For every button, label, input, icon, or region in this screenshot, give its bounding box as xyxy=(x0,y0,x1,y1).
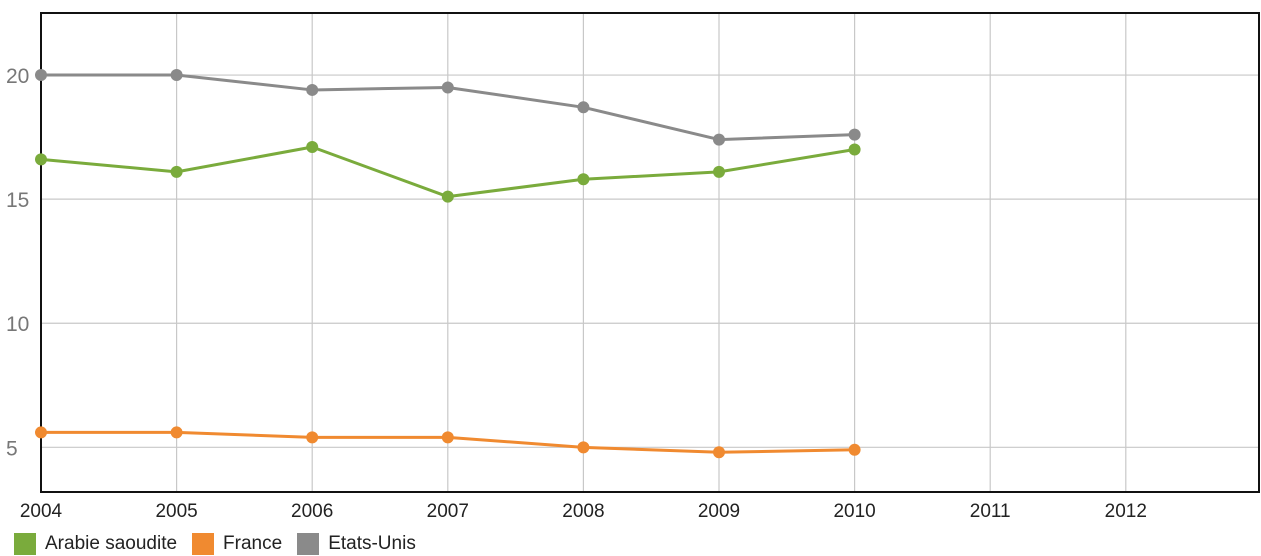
data-point xyxy=(848,143,861,156)
data-point xyxy=(441,81,454,94)
legend-item-etats-unis: Etats-Unis xyxy=(297,533,416,555)
data-point xyxy=(713,165,725,178)
data-point xyxy=(441,190,454,203)
line-chart: 5 10 15 20 2004 2005 2006 2007 2008 2009 2010 2011… xyxy=(6,12,1260,522)
data-point xyxy=(35,153,47,166)
legend-label: Arabie saoudite xyxy=(45,533,178,554)
data-point xyxy=(170,426,183,439)
y-tick-label: 5 xyxy=(6,437,18,460)
legend-item-arabie-saoudite: Arabie saoudite xyxy=(14,533,177,555)
x-tick-label: 2010 xyxy=(833,501,875,522)
grid-lines xyxy=(41,13,1259,492)
data-point xyxy=(713,133,725,146)
y-tick-label: 10 xyxy=(6,313,29,336)
data-point xyxy=(35,426,47,439)
x-tick-label: 2009 xyxy=(698,501,740,522)
data-point xyxy=(848,443,861,456)
data-point xyxy=(170,165,183,178)
x-tick-label: 2007 xyxy=(427,501,469,522)
x-tick-label: 2011 xyxy=(970,501,1011,522)
data-point xyxy=(577,101,590,114)
legend-swatch xyxy=(297,533,320,555)
legend-label: France xyxy=(223,533,283,554)
data-point xyxy=(441,431,454,444)
legend-label: Etats-Unis xyxy=(328,533,416,554)
data-point xyxy=(306,83,319,96)
legend: Arabie saoudite France Etats-Unis xyxy=(14,532,431,556)
plot-frame xyxy=(40,12,1260,493)
data-point xyxy=(170,69,183,82)
legend-swatch xyxy=(192,533,215,555)
x-tick-label: 2006 xyxy=(291,501,333,522)
data-point xyxy=(713,446,725,459)
series-group xyxy=(35,69,861,459)
data-point xyxy=(577,441,590,454)
y-axis-ticks: 5 10 15 20 xyxy=(6,65,29,460)
data-point xyxy=(848,128,861,141)
data-point xyxy=(577,173,590,186)
legend-item-france: France xyxy=(192,533,282,555)
data-point xyxy=(35,69,47,82)
data-point xyxy=(306,431,319,444)
data-point xyxy=(306,141,319,154)
y-tick-label: 15 xyxy=(6,189,29,212)
x-tick-label: 2012 xyxy=(1105,501,1147,522)
x-tick-label: 2005 xyxy=(155,501,197,522)
legend-swatch xyxy=(14,533,36,555)
x-axis-ticks: 2004 2005 2006 2007 2008 2009 2010 2011 2012 xyxy=(20,501,1147,522)
x-tick-label: 2004 xyxy=(20,501,63,522)
x-tick-label: 2008 xyxy=(562,501,604,522)
y-tick-label: 20 xyxy=(6,65,29,88)
